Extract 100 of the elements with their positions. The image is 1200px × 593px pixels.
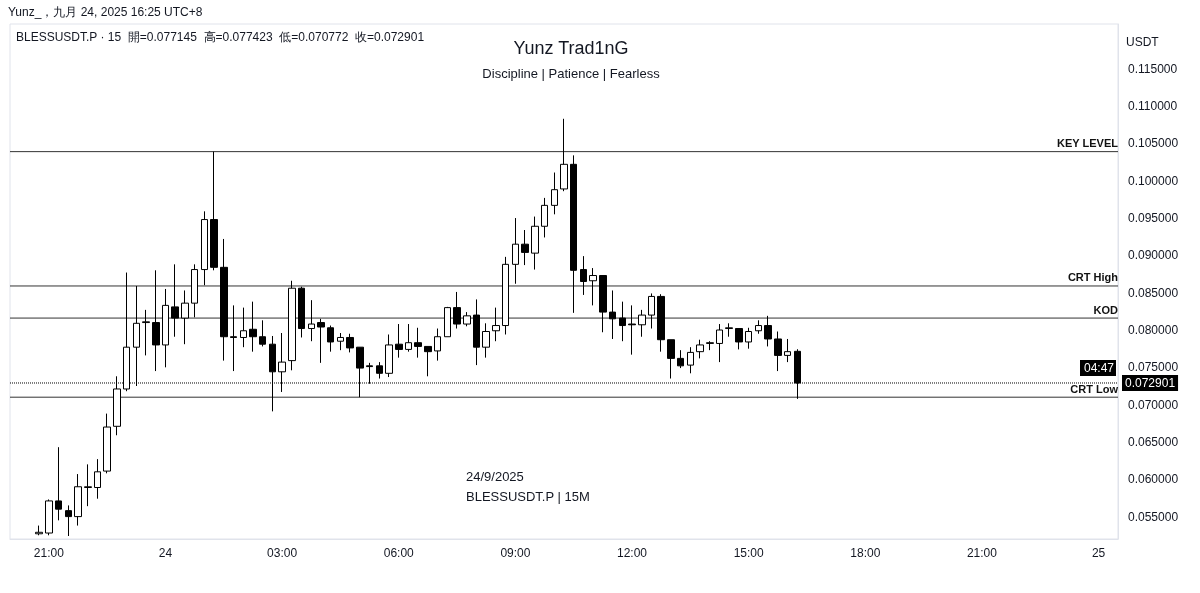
candlestick <box>589 267 597 306</box>
candlestick <box>65 504 72 537</box>
candlestick <box>560 118 568 192</box>
candlestick <box>657 293 665 353</box>
candlestick <box>424 345 432 377</box>
candlestick <box>502 256 509 335</box>
candlestick <box>103 413 111 474</box>
candlestick <box>385 333 393 378</box>
candlestick <box>764 315 772 347</box>
candlestick <box>453 291 461 330</box>
candlestick <box>376 361 383 380</box>
x-tick-label: 21:00 <box>966 546 998 560</box>
candlestick <box>512 217 519 285</box>
candlestick <box>463 311 471 327</box>
x-tick-label: 21:00 <box>33 546 65 560</box>
candlestick <box>337 332 344 351</box>
candlestick <box>638 309 646 338</box>
x-tick-label: 12:00 <box>617 546 648 560</box>
text: Yunz_，九月 24, 2025 16:25 UTC+8 <box>8 5 203 19</box>
annotation: BLESSUSDT.P · 15 開=0.077145 高=0.077423 低=0.070772 收=0.072901 <box>16 30 425 44</box>
candlestick <box>521 229 529 266</box>
y-tick-label: 0.055000 <box>1128 509 1179 524</box>
candlestick <box>580 255 587 296</box>
candlestick <box>473 298 480 366</box>
candlestick <box>327 325 334 353</box>
x-tick-label: 06:00 <box>383 546 415 560</box>
candlestick <box>677 349 684 369</box>
y-tick-label: 0.115000 <box>1128 61 1178 76</box>
annotation: BLESSUSDT.P | 15M <box>466 489 590 504</box>
candlestick <box>706 340 714 351</box>
y-tick-label: 0.110000 <box>1128 99 1178 114</box>
y-tick-label: 0.090000 <box>1128 248 1179 263</box>
candlestick <box>599 275 607 333</box>
candlestick <box>171 263 179 338</box>
candlestick <box>551 172 558 215</box>
candlestick <box>745 327 752 350</box>
annotation: 24/9/2025 <box>466 469 524 484</box>
candlestick <box>774 331 782 372</box>
y-tick-label: 0.085000 <box>1128 285 1179 300</box>
x-tick-label: 24 <box>158 546 173 560</box>
candlestick <box>346 333 354 353</box>
candlestick <box>531 216 539 271</box>
x-tick-label: 18:00 <box>850 546 881 560</box>
candlestick <box>298 286 305 338</box>
text: Discipline | Patience | Fearless <box>482 66 661 81</box>
candlestick <box>570 154 577 314</box>
ref-line-label: CRT High <box>1067 271 1119 284</box>
candlestick <box>405 323 412 353</box>
candlestick <box>240 307 247 348</box>
y-tick-label: 0.100000 <box>1128 173 1179 188</box>
candlestick <box>609 289 616 340</box>
ref-line-label: KEY LEVEL <box>1057 137 1119 150</box>
x-tick-label: 03:00 <box>267 546 298 560</box>
candlestick <box>74 473 82 527</box>
candlestick <box>725 322 733 338</box>
ref-line-label: KOD <box>1093 303 1119 316</box>
candlestick <box>784 338 791 363</box>
x-tick-label: 09:00 <box>500 546 531 560</box>
candlestick <box>181 289 189 345</box>
candlestick <box>628 304 636 356</box>
candlestick <box>755 319 762 335</box>
candlestick <box>492 307 500 342</box>
candlestick <box>648 292 655 330</box>
text: Yunz Trad1nG <box>513 38 629 58</box>
candlestick <box>35 525 43 536</box>
candlestick <box>619 301 626 342</box>
candlestick <box>201 210 208 286</box>
ref-line-label: CRT Low <box>1070 382 1119 395</box>
candlestick <box>696 339 704 359</box>
candlestick <box>716 323 723 363</box>
candlestick <box>142 309 150 356</box>
x-tick-label: 25 <box>1091 546 1106 560</box>
candlestick <box>210 151 218 271</box>
x-tick-label: 15:00 <box>733 546 765 560</box>
candlestick <box>55 446 62 521</box>
candlestick <box>434 328 441 362</box>
candlestick <box>308 299 315 342</box>
candlestick <box>395 323 403 359</box>
candlestick <box>259 319 266 347</box>
candlestick <box>191 263 198 318</box>
ref-line-label: 0.072901 <box>1125 376 1176 390</box>
candlestick <box>152 269 160 372</box>
y-tick-label: 0.070000 <box>1128 397 1179 412</box>
candlestick <box>687 346 694 374</box>
candlestick <box>220 238 228 362</box>
y-tick-label: 0.095000 <box>1128 211 1179 226</box>
candlestick <box>735 328 743 350</box>
y-tick-label: 0.075000 <box>1128 360 1179 375</box>
y-tick-label: 0.060000 <box>1128 472 1179 487</box>
candlestick <box>541 197 548 238</box>
candlestick <box>414 327 422 359</box>
candlestick <box>482 322 490 359</box>
candlestick <box>162 288 169 368</box>
candlestick <box>230 304 237 372</box>
candlestick <box>288 280 296 371</box>
candlestick <box>45 498 53 536</box>
y-axis-title: USDT <box>1126 35 1160 49</box>
y-tick-label: 0.080000 <box>1128 323 1179 338</box>
candlestick <box>249 301 257 353</box>
candlestick <box>444 306 451 338</box>
